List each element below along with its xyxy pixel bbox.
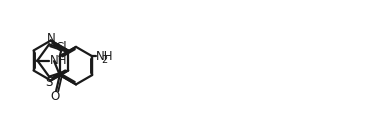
Text: N: N bbox=[47, 32, 56, 45]
Text: NH: NH bbox=[96, 50, 114, 63]
Text: 2: 2 bbox=[101, 55, 107, 65]
Text: S: S bbox=[46, 76, 53, 89]
Text: NH: NH bbox=[49, 54, 67, 67]
Text: O: O bbox=[50, 90, 60, 103]
Text: Cl: Cl bbox=[56, 41, 67, 54]
